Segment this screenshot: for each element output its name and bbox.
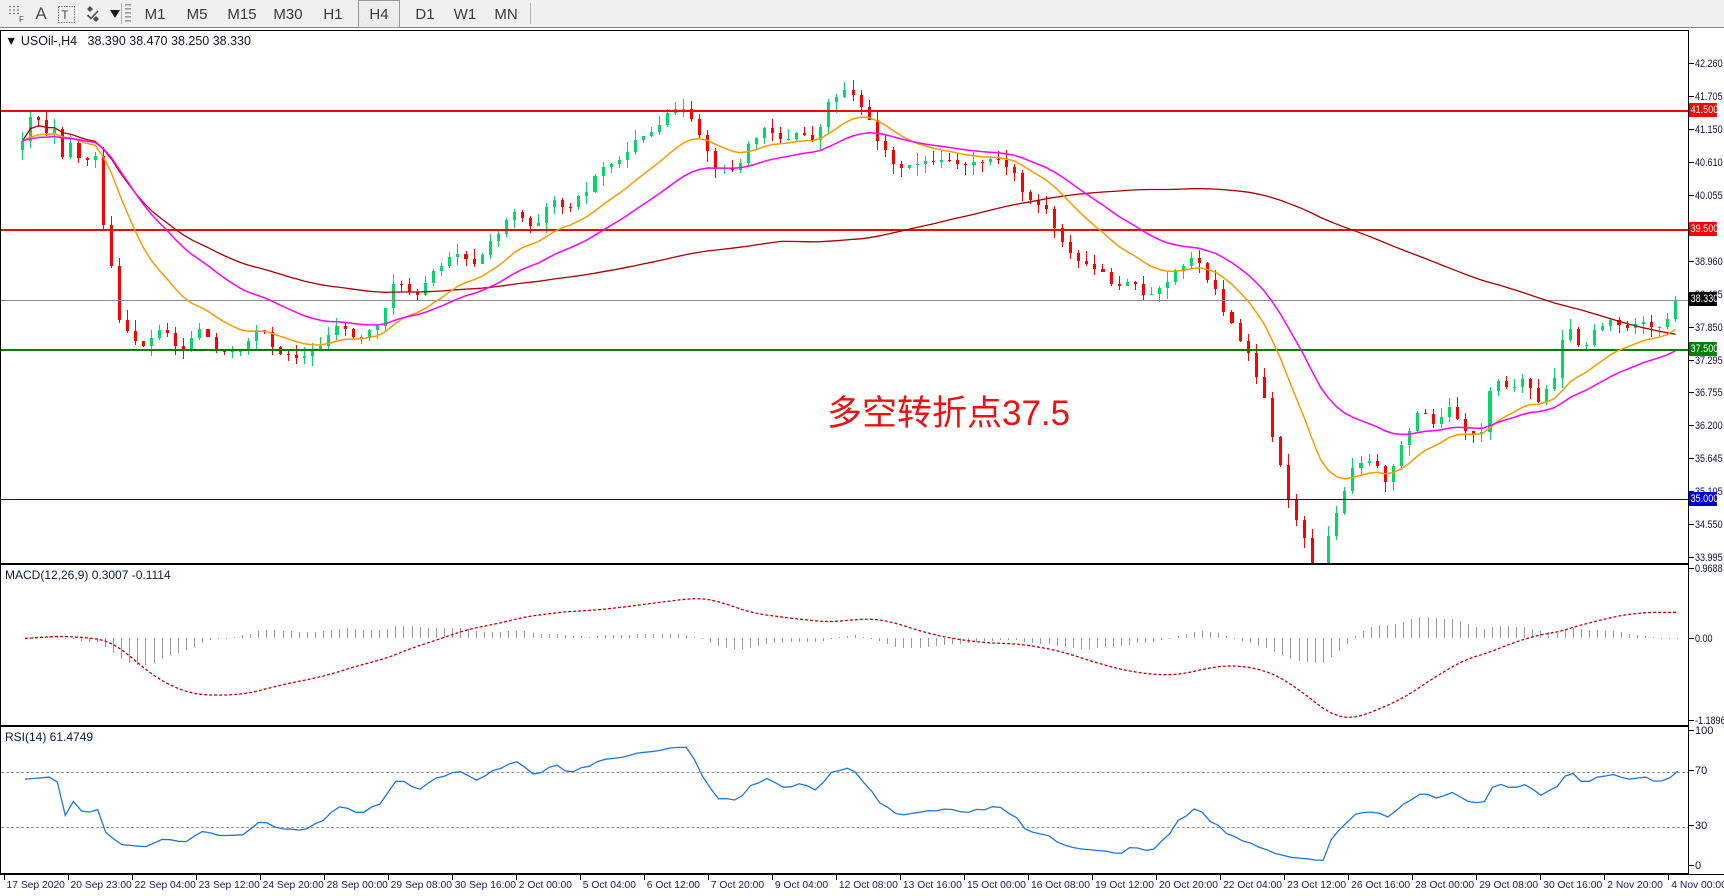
svg-text:F: F [19, 15, 24, 24]
svg-text:T: T [61, 8, 69, 22]
